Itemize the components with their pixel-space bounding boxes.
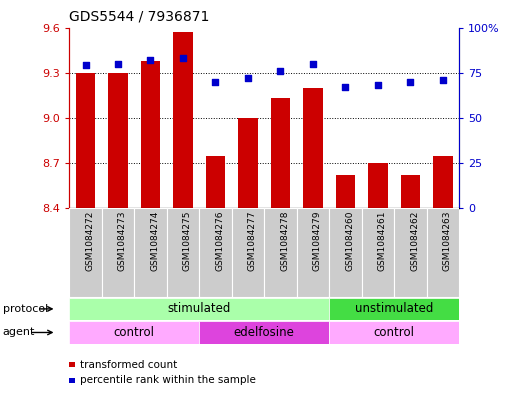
- Bar: [69, 321, 199, 344]
- Bar: [362, 208, 394, 297]
- Bar: [264, 208, 297, 297]
- Text: GSM1084275: GSM1084275: [183, 211, 192, 272]
- Point: [82, 62, 90, 69]
- Text: GSM1084274: GSM1084274: [150, 211, 160, 271]
- Bar: [199, 208, 232, 297]
- Point: [179, 55, 187, 61]
- Point: [309, 61, 317, 67]
- Text: agent: agent: [3, 327, 35, 338]
- Text: GDS5544 / 7936871: GDS5544 / 7936871: [69, 9, 210, 24]
- Bar: [167, 208, 199, 297]
- Text: control: control: [114, 326, 155, 339]
- Text: GSM1084272: GSM1084272: [86, 211, 94, 271]
- Bar: [102, 208, 134, 297]
- Point: [244, 75, 252, 81]
- Text: protocol: protocol: [3, 304, 48, 314]
- Text: GSM1084273: GSM1084273: [118, 211, 127, 272]
- Bar: [69, 298, 329, 320]
- Bar: [141, 61, 160, 208]
- Point: [277, 68, 285, 74]
- Text: GSM1084276: GSM1084276: [215, 211, 225, 272]
- Text: GSM1084277: GSM1084277: [248, 211, 257, 272]
- Bar: [433, 156, 452, 208]
- Text: GSM1084262: GSM1084262: [410, 211, 420, 271]
- Point: [211, 79, 220, 85]
- Point: [374, 82, 382, 88]
- Text: transformed count: transformed count: [80, 360, 177, 370]
- Bar: [238, 118, 258, 208]
- Bar: [303, 88, 323, 208]
- Text: GSM1084278: GSM1084278: [281, 211, 289, 272]
- Bar: [329, 298, 459, 320]
- Bar: [329, 208, 362, 297]
- Point: [114, 61, 122, 67]
- Text: edelfosine: edelfosine: [234, 326, 294, 339]
- Bar: [336, 175, 355, 208]
- Bar: [173, 32, 193, 208]
- Bar: [232, 208, 264, 297]
- Point: [439, 77, 447, 83]
- Bar: [69, 208, 102, 297]
- Text: stimulated: stimulated: [168, 302, 231, 316]
- Text: GSM1084260: GSM1084260: [345, 211, 354, 272]
- Bar: [368, 163, 388, 208]
- Text: GSM1084261: GSM1084261: [378, 211, 387, 272]
- Point: [146, 57, 154, 63]
- Bar: [401, 175, 420, 208]
- Bar: [297, 208, 329, 297]
- Bar: [206, 156, 225, 208]
- Bar: [329, 321, 459, 344]
- Bar: [394, 208, 427, 297]
- Text: control: control: [373, 326, 415, 339]
- Bar: [76, 73, 95, 208]
- Text: percentile rank within the sample: percentile rank within the sample: [80, 375, 255, 386]
- Bar: [271, 98, 290, 208]
- Point: [341, 84, 349, 90]
- Text: GSM1084263: GSM1084263: [443, 211, 452, 272]
- Point: [406, 79, 415, 85]
- Text: GSM1084279: GSM1084279: [313, 211, 322, 272]
- Bar: [427, 208, 459, 297]
- Bar: [108, 73, 128, 208]
- Bar: [134, 208, 167, 297]
- Text: unstimulated: unstimulated: [355, 302, 433, 316]
- Bar: [199, 321, 329, 344]
